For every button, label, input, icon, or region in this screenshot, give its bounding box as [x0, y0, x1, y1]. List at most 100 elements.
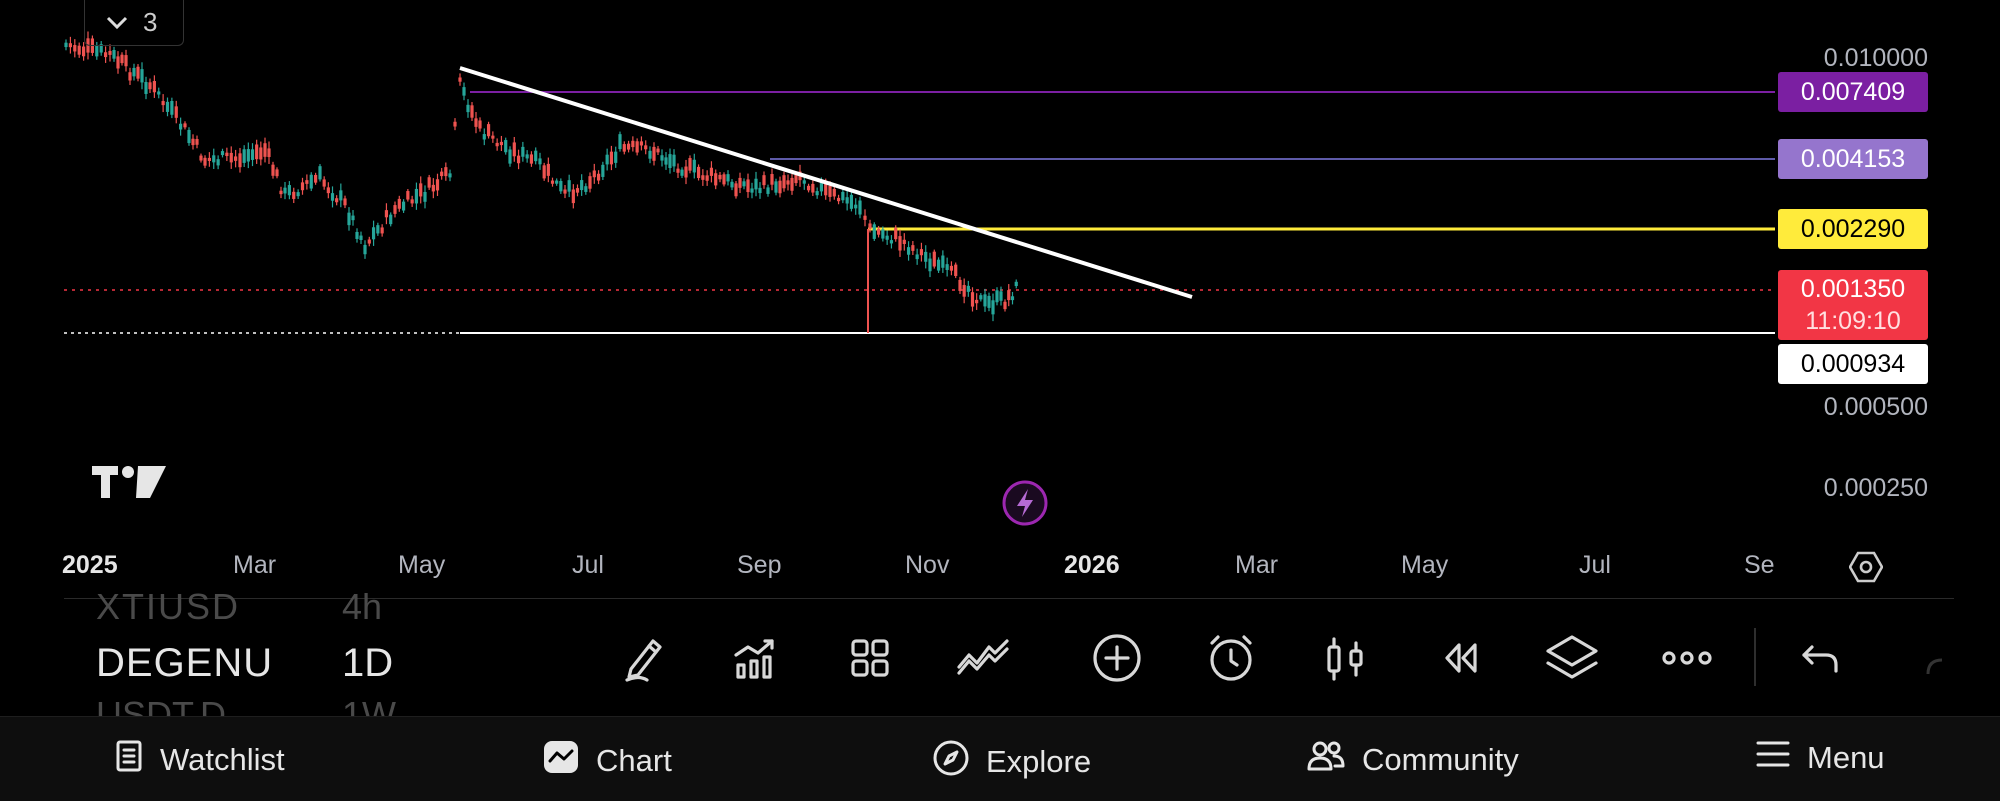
chart-icon — [542, 739, 580, 783]
undo-icon[interactable] — [1793, 630, 1849, 686]
candle-body — [225, 152, 229, 157]
settings-icon[interactable] — [1848, 550, 1884, 589]
candle-body — [894, 227, 898, 240]
candle-body — [705, 175, 709, 181]
candle-body — [229, 152, 233, 163]
candle-body — [363, 244, 367, 255]
picker-next-interval[interactable]: 1W — [342, 694, 396, 716]
candle-body — [458, 77, 462, 82]
candle-body — [766, 187, 770, 194]
price-badge-002290: 0.002290 — [1778, 209, 1928, 249]
candle-body — [376, 225, 380, 234]
candle-body — [688, 158, 692, 171]
candle-body — [187, 129, 191, 144]
redo-icon[interactable] — [1922, 650, 1952, 680]
candle-body — [991, 300, 995, 315]
compare-icon[interactable] — [955, 630, 1011, 686]
candle-body — [427, 177, 431, 188]
nav-explore[interactable]: Explore — [932, 739, 1091, 785]
community-icon — [1306, 739, 1346, 781]
candle-body — [144, 81, 148, 94]
price-chart[interactable] — [0, 0, 1775, 600]
candle-body — [746, 179, 750, 193]
candle-body — [622, 144, 626, 152]
candle-body — [495, 142, 499, 147]
candle-body — [701, 175, 705, 180]
candle-body — [605, 154, 609, 165]
date-label: Mar — [1235, 551, 1279, 579]
candle-body — [863, 215, 867, 220]
nav-community[interactable]: Community — [1306, 739, 1519, 781]
candle-body — [359, 235, 363, 241]
candle-body — [95, 45, 99, 57]
nav-watchlist-label: Watchlist — [160, 742, 285, 777]
candle-body — [786, 180, 790, 185]
replay-icon[interactable] — [1432, 630, 1488, 686]
candle-body — [309, 174, 313, 189]
interval-count-toggle[interactable]: 3 — [84, 0, 184, 46]
candle-body — [246, 149, 250, 162]
indicators-icon[interactable] — [727, 630, 783, 686]
symbol-picker[interactable]: XTIUSD DEGENU USDT.D — [96, 586, 326, 716]
candle-body — [419, 183, 423, 197]
more-icon[interactable] — [1659, 630, 1715, 686]
nav-chart[interactable]: Chart — [542, 739, 672, 783]
pencil-icon[interactable] — [616, 630, 672, 686]
picker-symbol[interactable]: DEGENU — [96, 641, 274, 685]
chevron-down-icon — [105, 7, 129, 38]
candle-body — [499, 141, 504, 146]
date-label: Se — [1744, 551, 1775, 579]
picker-prev-interval[interactable]: 4h — [342, 586, 383, 627]
picker-interval[interactable]: 1D — [342, 641, 394, 685]
alarm-icon[interactable] — [1203, 630, 1259, 686]
candles-icon[interactable] — [1318, 630, 1374, 686]
flash-icon[interactable] — [1001, 479, 1049, 527]
interval-picker[interactable]: 4h 1D 1W — [338, 586, 458, 716]
candle-body — [902, 239, 906, 244]
candle-body — [730, 181, 734, 188]
candle-body — [742, 181, 746, 187]
candle-body — [790, 177, 794, 191]
candle-body — [384, 210, 389, 218]
candle-body — [64, 42, 68, 48]
candle-body — [970, 292, 975, 307]
candle-body — [806, 185, 811, 191]
layers-icon[interactable] — [1544, 630, 1600, 686]
candle-body — [802, 180, 806, 184]
nav-menu[interactable]: Menu — [1755, 739, 1885, 777]
candle-body — [152, 81, 156, 93]
candle-body — [559, 181, 563, 192]
candle-body — [279, 190, 283, 195]
candle-body — [534, 150, 538, 162]
candle-body — [936, 259, 941, 271]
candle-body — [296, 192, 300, 197]
candle-body — [431, 184, 435, 192]
candle-body — [958, 279, 962, 291]
chart-area[interactable]: 3 0.010000 0.007409 0.004153 0.002290 0.… — [0, 0, 2000, 600]
candle-body — [99, 44, 103, 53]
date-label: May — [398, 551, 446, 579]
candle-body — [170, 100, 174, 115]
picker-prev-symbol[interactable]: XTIUSD — [96, 586, 241, 627]
candle-body — [393, 205, 397, 214]
toolbar-divider — [1754, 628, 1756, 686]
candle-body — [872, 224, 876, 239]
candle-body — [979, 295, 983, 300]
picker-next-symbol[interactable]: USDT.D — [96, 694, 227, 716]
date-label: Mar — [233, 551, 277, 579]
candle-body — [259, 147, 263, 160]
grid-icon[interactable] — [842, 630, 898, 686]
hamburger-menu-icon — [1755, 739, 1791, 777]
candle-body — [112, 50, 116, 59]
nav-chart-label: Chart — [596, 743, 672, 778]
nav-watchlist[interactable]: Watchlist — [114, 739, 285, 781]
candle-body — [351, 215, 355, 221]
candle-body — [709, 167, 714, 176]
candle-body — [734, 183, 738, 197]
candle-body — [326, 187, 330, 194]
candle-body — [631, 140, 635, 148]
plus-circle-icon[interactable] — [1089, 630, 1145, 686]
candle-body — [596, 173, 601, 181]
candle-body — [815, 191, 819, 196]
date-label: May — [1401, 551, 1449, 579]
